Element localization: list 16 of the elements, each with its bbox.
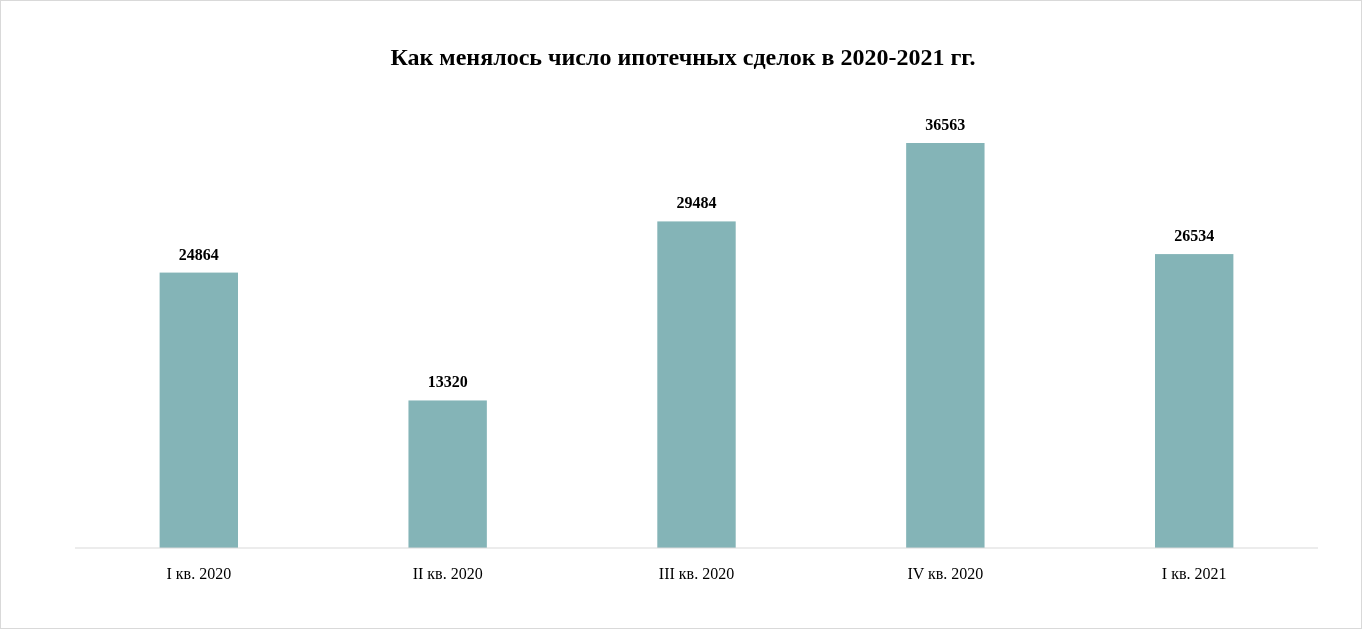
x-tick-label: II кв. 2020 <box>412 565 483 582</box>
x-tick-label: III кв. 2020 <box>658 565 735 582</box>
x-tick-label: I кв. 2020 <box>166 565 232 582</box>
chart-title: Как менялось число ипотечных сделок в 2020-2021 гг. <box>390 44 976 70</box>
data-label: 13320 <box>427 373 468 391</box>
data-label: 36563 <box>925 116 966 133</box>
bar <box>159 272 238 548</box>
bar <box>1155 254 1234 548</box>
bar <box>657 221 736 548</box>
x-tick-label: IV кв. 2020 <box>907 565 984 582</box>
bar <box>906 143 985 548</box>
bar <box>408 400 487 548</box>
data-label: 29484 <box>676 194 717 212</box>
data-label: 26534 <box>1174 227 1215 245</box>
data-label: 24864 <box>178 245 219 263</box>
x-tick-label: I кв. 2021 <box>1161 565 1227 582</box>
